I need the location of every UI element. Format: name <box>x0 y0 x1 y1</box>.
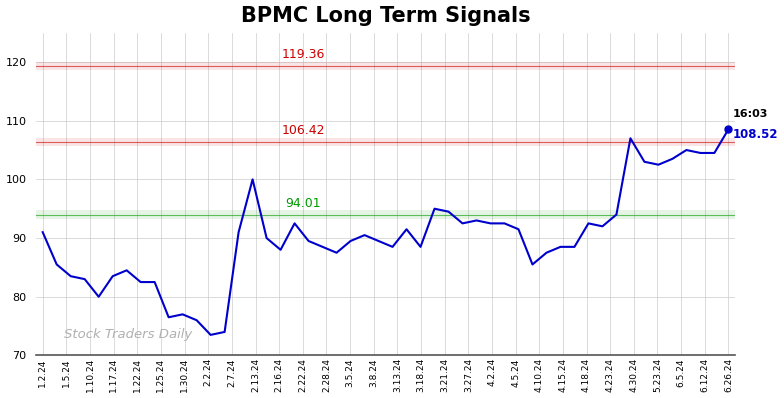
Text: Stock Traders Daily: Stock Traders Daily <box>64 328 192 341</box>
Text: 106.42: 106.42 <box>281 124 325 137</box>
Title: BPMC Long Term Signals: BPMC Long Term Signals <box>241 6 530 25</box>
Text: 16:03: 16:03 <box>732 109 768 119</box>
Bar <box>36 138 735 146</box>
Text: 119.36: 119.36 <box>281 48 325 61</box>
Bar <box>36 211 735 219</box>
Text: 94.01: 94.01 <box>285 197 321 210</box>
Bar <box>36 62 735 70</box>
Text: 108.52: 108.52 <box>732 128 778 141</box>
